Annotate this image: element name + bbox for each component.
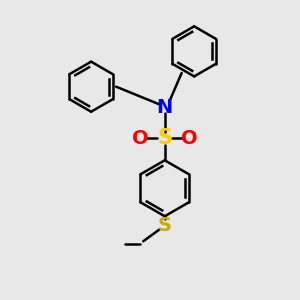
Text: N: N [157, 98, 173, 117]
Text: O: O [181, 129, 197, 148]
Text: S: S [158, 216, 172, 235]
Text: S: S [157, 128, 172, 148]
Text: O: O [132, 129, 149, 148]
